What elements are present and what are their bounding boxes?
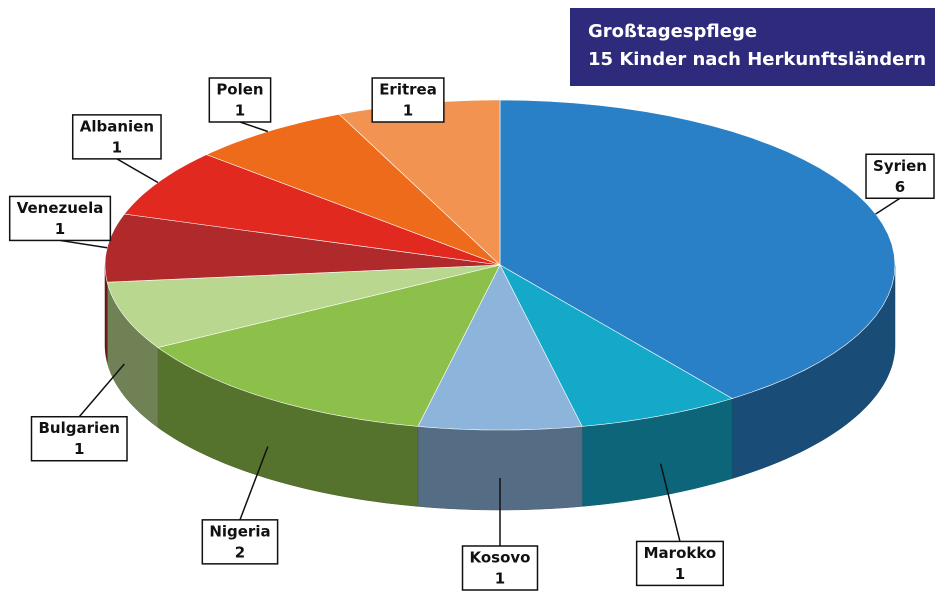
callout: Polen 1: [208, 77, 272, 133]
leader-line: [875, 197, 901, 215]
label-name: Venezuela: [17, 199, 104, 217]
label-box: [8, 195, 112, 242]
callout: Eritrea 1: [371, 77, 445, 123]
slice: [417, 264, 583, 431]
chart-subtitle: 15 Kinder nach Herkunftsländern: [588, 49, 926, 70]
slice: [104, 213, 501, 283]
callout: Syrien 6: [865, 153, 935, 215]
label-name: Polen: [216, 81, 263, 99]
slice: [499, 264, 733, 427]
label-name: Marokko: [644, 544, 717, 562]
label-name: Bulgarien: [38, 419, 120, 437]
slice: [157, 264, 501, 427]
data-label: 1: [235, 102, 245, 120]
label-name: Albanien: [80, 117, 154, 135]
callout: Nigeria 2: [201, 446, 279, 565]
label-box: [71, 114, 162, 160]
label-box: [461, 545, 539, 591]
labels: Syrien 6 Marokko 1 Kosovo 1 Nigeria 2 Bulgarien 1…: [8, 77, 935, 591]
callout: Venezuela 1: [8, 195, 112, 249]
leader-line: [239, 121, 269, 133]
leader-line: [116, 158, 159, 184]
label-name: Nigeria: [209, 522, 270, 540]
leader-line: [239, 446, 269, 521]
chart-title: Großtagespflege: [588, 21, 757, 42]
label-box: [201, 519, 279, 565]
callout: Marokko 1: [635, 463, 724, 587]
label-box: [371, 77, 445, 123]
data-label: 1: [112, 138, 122, 156]
label-box: [865, 153, 935, 200]
label-box: [30, 415, 128, 462]
label-box: [635, 540, 724, 587]
slice: [106, 264, 501, 348]
callout: Kosovo 1: [461, 478, 539, 591]
callout: Bulgarien 1: [30, 363, 128, 462]
title-box: [570, 8, 935, 86]
data-label: 2: [235, 543, 245, 561]
callout: Albanien 1: [71, 114, 162, 184]
label-name: Eritrea: [379, 81, 437, 99]
data-label: 1: [495, 570, 505, 588]
walls: [104, 264, 896, 511]
data-label: 1: [403, 102, 413, 120]
data-label: 6: [895, 178, 905, 196]
leader-line: [59, 239, 108, 249]
label-name: Syrien: [873, 157, 927, 175]
leader-line: [659, 463, 681, 542]
data-label: 1: [74, 440, 84, 458]
data-label: 1: [675, 565, 685, 583]
data-label: 1: [55, 220, 65, 238]
label-box: [208, 77, 272, 123]
leader-line: [78, 363, 125, 418]
tops: [104, 99, 896, 431]
label-name: Kosovo: [470, 549, 531, 567]
